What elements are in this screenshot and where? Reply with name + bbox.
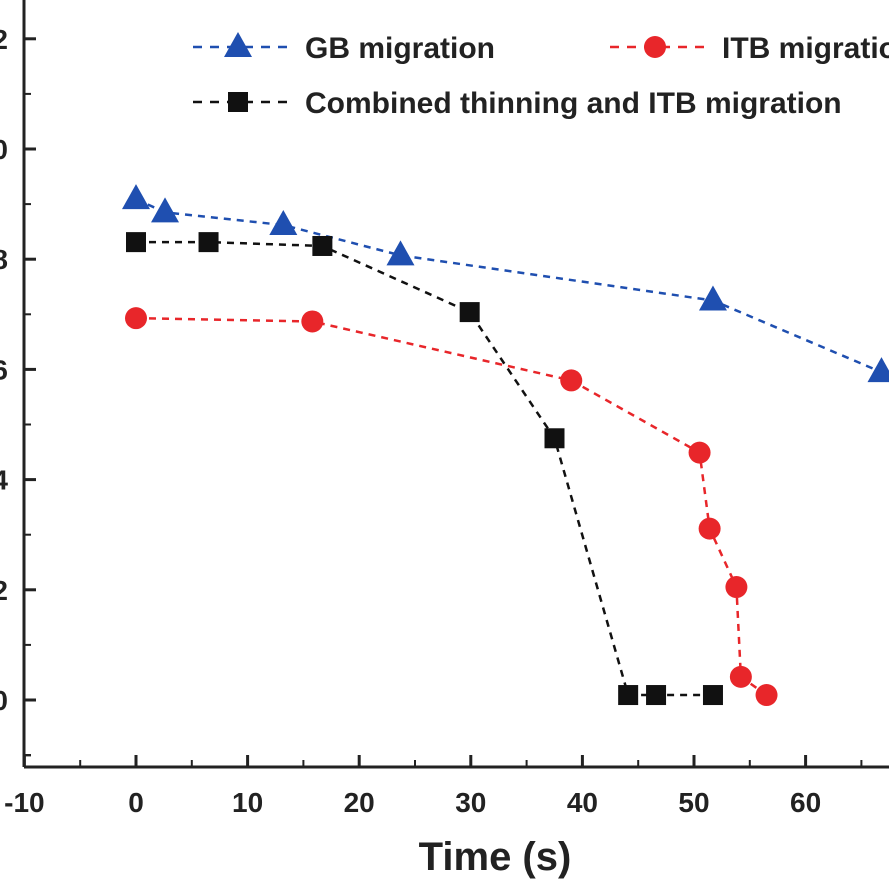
data-point (560, 369, 583, 392)
data-point (698, 285, 727, 311)
legend-label: ITB migration (722, 32, 889, 65)
y-tick-label: 4 (0, 465, 8, 496)
x-axis-label: Time (s) (419, 835, 572, 879)
legend-item: GB migration (193, 32, 495, 65)
data-point (126, 232, 146, 253)
data-point (125, 307, 147, 330)
series-line (136, 240, 713, 697)
y-tick-label: 6 (0, 354, 8, 385)
x-tick-label: 20 (344, 787, 375, 818)
legend-item: ITB migration (610, 32, 889, 65)
data-point (269, 210, 298, 236)
y-tick-label: 2 (0, 575, 8, 606)
x-tick-label: 10 (232, 787, 263, 818)
series-line (135, 198, 882, 374)
data-point (688, 441, 711, 464)
x-tick-label: 0 (128, 787, 144, 818)
axes: -100102030405060121086420 (0, 0, 889, 818)
data-point (544, 428, 565, 449)
data-point (729, 665, 752, 688)
y-tick-label: 10 (0, 134, 8, 165)
data-point (618, 685, 639, 706)
data-point (459, 302, 480, 323)
data-point (312, 235, 333, 256)
series-triangle (122, 184, 889, 383)
legend-marker (644, 36, 666, 58)
data-point (301, 310, 324, 333)
y-tick-label: 12 (0, 24, 8, 55)
series-line (135, 316, 768, 697)
x-tick-label: 30 (455, 787, 486, 818)
x-tick-label: 60 (790, 787, 821, 818)
legend-marker (228, 92, 248, 112)
series-layer (122, 184, 889, 707)
data-point (755, 684, 778, 707)
data-point (698, 517, 721, 540)
data-point (646, 685, 667, 706)
data-point (122, 184, 150, 210)
y-tick-label: 0 (0, 685, 8, 716)
data-point (725, 576, 748, 599)
data-point (867, 357, 889, 383)
legend-item: Combined thinning and ITB migration (193, 87, 842, 120)
x-tick-label: 50 (678, 787, 709, 818)
y-tick-label: 8 (0, 244, 8, 275)
series-circle (125, 307, 778, 707)
legend: GB migration ITB migration Combined thinni… (193, 32, 889, 120)
legend-marker (224, 32, 252, 57)
x-tick-label: 40 (567, 787, 598, 818)
data-point (386, 240, 415, 266)
series-square (126, 232, 723, 706)
data-point (702, 685, 723, 706)
legend-label: GB migration (305, 32, 495, 65)
legend-label: Combined thinning and ITB migration (305, 87, 842, 120)
data-point (198, 232, 219, 253)
x-tick-label: -10 (4, 787, 44, 818)
data-point (151, 197, 180, 223)
